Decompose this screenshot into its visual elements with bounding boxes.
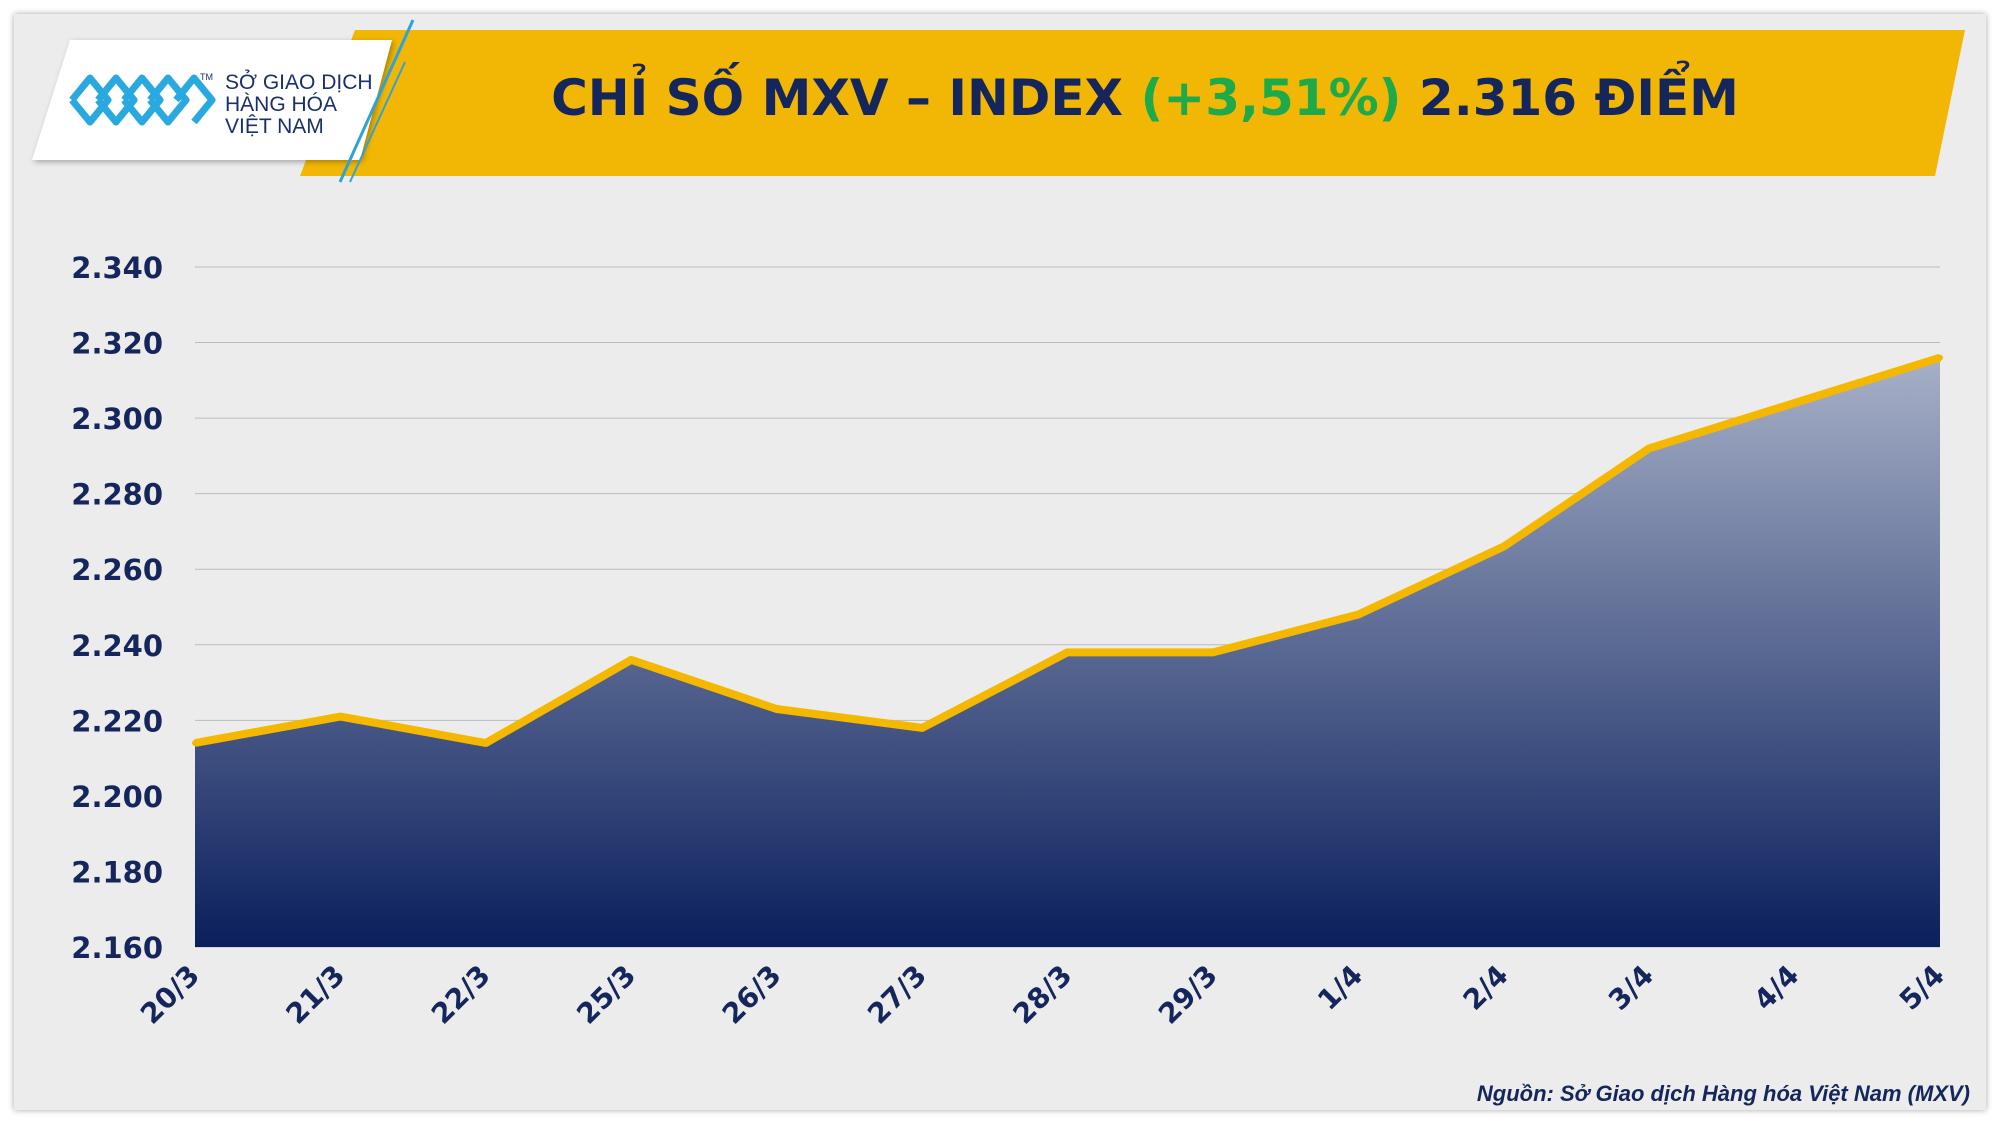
- logo-text: SỞ GIAO DỊCH HÀNG HÓA VIỆT NAM: [225, 72, 385, 138]
- data-point: [1064, 649, 1071, 656]
- data-point: [1500, 543, 1507, 550]
- banner-bar: [300, 30, 1965, 176]
- data-point: [1937, 354, 1943, 361]
- x-tick-label: 20/3: [134, 959, 206, 1031]
- y-tick-label: 2.320: [71, 327, 163, 361]
- data-point: [919, 724, 926, 731]
- y-tick-label: 2.340: [71, 251, 163, 285]
- x-tick-label: 29/3: [1152, 959, 1224, 1031]
- y-tick-label: 2.240: [71, 629, 163, 663]
- area-layer: [192, 353, 1943, 948]
- title-suffix: 2.316 ĐIỂM: [1401, 69, 1739, 127]
- data-point: [192, 740, 198, 746]
- source-note: Nguồn: Sở Giao dịch Hàng hóa Việt Nam (M…: [1476, 1081, 1970, 1106]
- x-axis-ticks: 20/3 21/3 22/3 25/3 26/3 27/3 28/3 29/3 1/4 2/4 3/…: [134, 959, 1951, 1031]
- x-tick-label: 2/4: [1457, 959, 1515, 1017]
- data-point: [1791, 400, 1798, 406]
- y-axis-ticks: 2.160 2.180 2.200 2.220 2.240 2.260 2.280 2.300…: [71, 251, 163, 965]
- x-tick-label: 3/4: [1602, 959, 1660, 1017]
- x-tick-label: 22/3: [425, 959, 497, 1031]
- y-tick-label: 2.220: [71, 704, 163, 738]
- y-tick-label: 2.200: [71, 780, 163, 814]
- data-point: [337, 713, 344, 720]
- logo-line-3: VIỆT NAM: [225, 115, 324, 138]
- y-tick-label: 2.300: [71, 402, 163, 436]
- logo-line-2: HÀNG HÓA: [225, 93, 338, 116]
- data-point: [1355, 611, 1362, 618]
- x-tick-label: 1/4: [1311, 959, 1369, 1017]
- banner-accent-line-2: [349, 61, 406, 183]
- chart-title: CHỈ SỐ MXV – INDEX (+3,51%) 2.316 ĐIỂM: [370, 58, 1920, 138]
- logo-line-1: SỞ GIAO DỊCH: [225, 71, 373, 94]
- logo-tm: TM: [200, 72, 213, 82]
- x-tick-label: 27/3: [861, 959, 933, 1031]
- x-tick-label: 21/3: [279, 959, 351, 1031]
- x-tick-label: 5/4: [1893, 959, 1951, 1017]
- data-point: [1209, 649, 1216, 656]
- x-tick-label: 26/3: [716, 959, 788, 1031]
- x-tick-label: 28/3: [1007, 959, 1079, 1031]
- data-point: [628, 656, 635, 663]
- banner-accent-line: [338, 19, 415, 183]
- data-point: [773, 706, 780, 712]
- data-point: [482, 740, 489, 746]
- y-tick-label: 2.280: [71, 478, 163, 512]
- x-tick-label: 25/3: [570, 959, 642, 1031]
- mxv-logo-icon: [69, 74, 216, 126]
- data-point: [1646, 445, 1653, 452]
- title-change: (+3,51%): [1140, 69, 1402, 127]
- title-prefix: CHỈ SỐ MXV – INDEX: [551, 69, 1141, 127]
- y-tick-label: 2.180: [71, 855, 163, 889]
- title-banner: TM: [32, 19, 1965, 183]
- y-tick-label: 2.260: [71, 553, 163, 587]
- y-tick-label: 2.160: [71, 931, 163, 965]
- x-tick-label: 4/4: [1747, 959, 1805, 1017]
